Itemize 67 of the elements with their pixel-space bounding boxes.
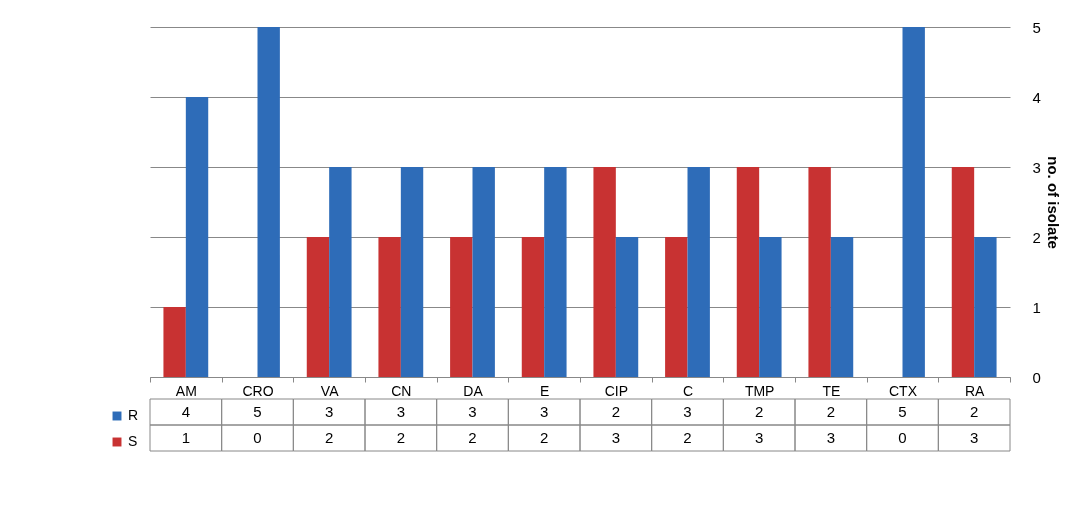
legend-label: R xyxy=(128,407,139,423)
x-tick-label: CN xyxy=(391,382,412,399)
data-label: 3 xyxy=(468,403,477,420)
bar xyxy=(163,307,186,377)
y-tick-label: 5 xyxy=(1032,18,1041,36)
data-label: 0 xyxy=(898,429,907,446)
bar xyxy=(544,167,567,377)
data-label: 5 xyxy=(253,403,262,420)
x-tick-label: C xyxy=(682,382,694,399)
bar xyxy=(615,237,639,377)
data-label: 3 xyxy=(754,429,764,446)
x-tick-label: AM xyxy=(175,382,197,399)
bar xyxy=(257,27,280,377)
data-label: 2 xyxy=(539,429,549,446)
data-label: 5 xyxy=(898,403,907,420)
data-label: 3 xyxy=(826,429,836,446)
y-tick-label: 0 xyxy=(1032,368,1041,386)
y-tick-label: 1 xyxy=(1032,298,1041,316)
x-tick-label: DA xyxy=(463,382,484,399)
bar xyxy=(185,97,209,377)
x-tick-label: TMP xyxy=(744,382,775,399)
bar xyxy=(450,237,473,377)
y-tick-label: 3 xyxy=(1032,158,1041,176)
data-label: 4 xyxy=(181,403,191,420)
x-tick-label: E xyxy=(539,382,550,399)
data-label: 3 xyxy=(611,429,621,446)
data-label: 2 xyxy=(324,429,334,446)
bar xyxy=(830,237,854,377)
data-label: 2 xyxy=(683,429,692,446)
bar xyxy=(329,167,352,377)
bar xyxy=(808,167,831,377)
x-tick-label: TE xyxy=(822,382,841,399)
data-label: 3 xyxy=(683,403,692,420)
bar xyxy=(974,237,997,377)
y-tick-label: 4 xyxy=(1032,88,1041,106)
y-tick-label: 2 xyxy=(1032,228,1041,246)
x-tick-label: VA xyxy=(320,382,340,399)
bar xyxy=(665,237,688,377)
data-label: 2 xyxy=(754,403,764,420)
y-axis-title: no. of isolate xyxy=(1044,156,1062,249)
data-label: 2 xyxy=(826,403,836,420)
data-label: 2 xyxy=(468,429,477,446)
data-label: 3 xyxy=(396,403,406,420)
bar xyxy=(951,167,975,377)
x-tick-label: CTX xyxy=(889,382,918,399)
data-label: 2 xyxy=(611,403,621,420)
data-label: 1 xyxy=(181,429,191,446)
bar xyxy=(902,27,925,377)
data-label: 2 xyxy=(969,403,979,420)
data-label: 2 xyxy=(396,429,406,446)
x-tick-label: CIP xyxy=(604,382,629,399)
data-label: 3 xyxy=(969,429,979,446)
bar xyxy=(736,167,760,377)
bar xyxy=(521,237,545,377)
bar xyxy=(472,167,495,377)
bar xyxy=(687,167,710,377)
data-label: 3 xyxy=(324,403,334,420)
bar xyxy=(759,237,782,377)
x-tick-label: RA xyxy=(964,382,986,399)
bar xyxy=(306,237,330,377)
bar xyxy=(400,167,424,377)
data-label: 3 xyxy=(539,403,549,420)
bar xyxy=(378,237,401,377)
bar xyxy=(593,167,616,377)
data-label: 0 xyxy=(253,429,262,446)
x-tick-label: CRO xyxy=(242,382,274,399)
legend-label: S xyxy=(128,433,138,449)
